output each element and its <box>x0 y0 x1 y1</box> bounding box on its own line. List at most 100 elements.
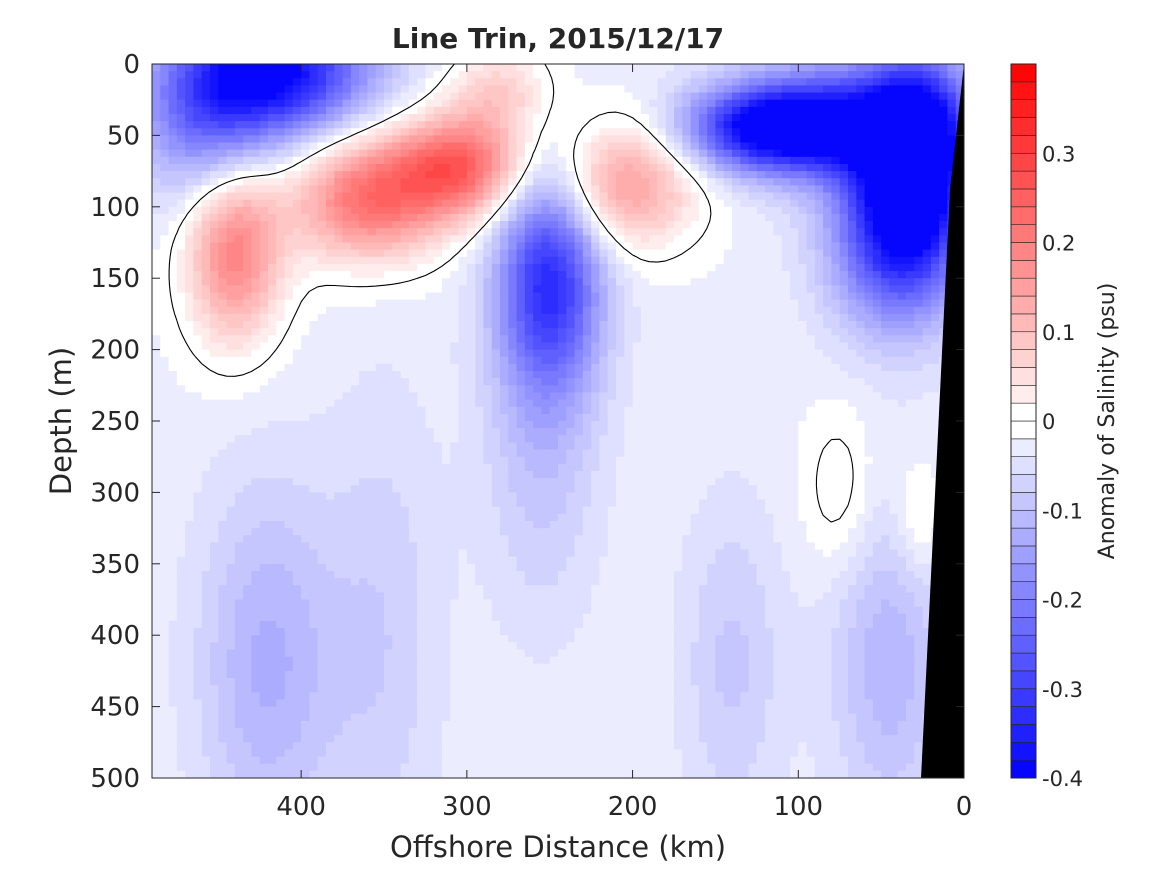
field-cell <box>674 292 683 301</box>
field-cell <box>268 192 277 201</box>
field-cell <box>814 292 824 301</box>
field-cell <box>309 328 319 336</box>
field-cell <box>326 385 335 394</box>
field-cell <box>342 335 352 344</box>
field-cell <box>541 249 551 258</box>
field-cell <box>466 378 476 386</box>
field-cell <box>466 313 476 322</box>
field-cell <box>384 71 393 79</box>
field-cell <box>740 421 750 429</box>
field-cell <box>384 113 393 122</box>
field-cell <box>342 228 352 236</box>
field-cell <box>806 192 816 201</box>
field-cell <box>185 392 195 401</box>
field-cell <box>665 206 675 215</box>
field-cell <box>566 256 576 265</box>
field-cell <box>864 128 874 136</box>
field-cell <box>922 421 932 429</box>
field-cell <box>765 92 775 101</box>
field-cell <box>508 321 518 329</box>
field-cell <box>466 149 476 158</box>
field-cell <box>748 206 758 215</box>
field-cell <box>359 356 369 365</box>
field-cell <box>334 406 344 415</box>
field-cell <box>350 78 360 87</box>
field-cell <box>276 321 286 329</box>
field-cell <box>624 228 634 236</box>
field-cell <box>707 292 717 301</box>
field-cell <box>632 399 642 408</box>
field-cell <box>176 356 186 365</box>
field-cell <box>326 328 335 336</box>
field-cell <box>839 285 849 294</box>
field-cell <box>400 399 410 408</box>
field-cell <box>408 363 418 372</box>
field-cell <box>881 221 891 229</box>
field-cell <box>309 356 319 365</box>
field-cell <box>806 64 816 72</box>
field-cell <box>566 292 576 301</box>
field-cell <box>533 199 543 208</box>
field-cell <box>284 349 294 358</box>
field-cell <box>276 306 286 315</box>
field-cell <box>814 121 824 129</box>
field-cell <box>210 299 219 308</box>
field-cell <box>417 192 427 201</box>
field-cell <box>533 149 543 158</box>
field-cell <box>599 263 609 272</box>
field-cell <box>690 263 700 272</box>
field-cell <box>533 163 543 172</box>
field-cell <box>367 235 377 244</box>
field-cell <box>773 228 783 236</box>
field-cell <box>541 113 551 122</box>
field-cell <box>334 192 344 201</box>
field-cell <box>616 113 625 122</box>
field-cell <box>243 85 253 94</box>
field-cell <box>732 235 741 244</box>
field-cell <box>160 78 170 87</box>
field-cell <box>193 199 203 208</box>
field-cell <box>210 313 219 322</box>
field-cell <box>690 421 700 429</box>
field-cell <box>243 342 253 351</box>
field-cell <box>384 299 393 308</box>
field-cell <box>616 192 625 201</box>
field-cell <box>516 271 526 279</box>
field-cell <box>185 149 195 158</box>
field-cell <box>367 321 377 329</box>
field-cell <box>839 192 849 201</box>
field-cell <box>698 349 708 358</box>
field-cell <box>549 85 559 94</box>
field-cell <box>624 128 634 136</box>
field-cell <box>599 106 609 115</box>
field-cell <box>930 278 940 286</box>
field-cell <box>491 313 501 322</box>
field-cell <box>723 78 733 87</box>
field-cell <box>798 163 808 172</box>
field-cell <box>342 306 352 315</box>
field-cell <box>359 128 369 136</box>
field-cell <box>823 235 833 244</box>
field-cell <box>848 163 857 172</box>
field-cell <box>491 363 501 372</box>
field-cell <box>259 99 269 108</box>
field-cell <box>367 313 377 322</box>
field-cell <box>790 99 799 108</box>
field-cell <box>914 185 924 194</box>
field-cell <box>856 321 866 329</box>
field-cell <box>292 228 302 236</box>
field-cell <box>533 242 543 251</box>
field-cell <box>375 263 385 272</box>
field-cell <box>624 178 634 186</box>
field-cell <box>616 64 625 72</box>
field-cell <box>930 392 940 401</box>
field-cell <box>906 399 915 408</box>
field-cell <box>591 192 601 201</box>
field-cell <box>425 413 435 422</box>
field-cell <box>607 106 617 115</box>
field-cell <box>400 356 410 365</box>
field-cell <box>939 128 949 136</box>
field-cell <box>549 185 559 194</box>
field-cell <box>458 392 468 401</box>
field-cell <box>748 328 758 336</box>
